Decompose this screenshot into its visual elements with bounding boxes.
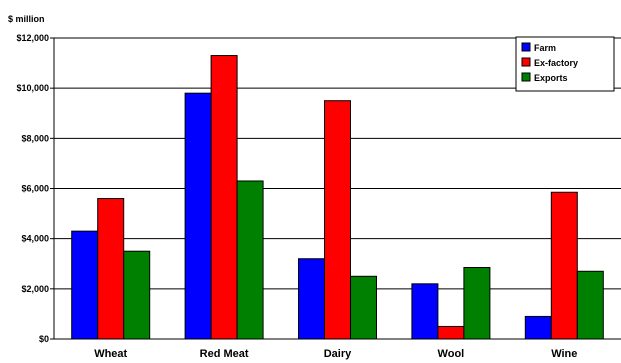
legend: Farm Ex-factory Exports: [515, 36, 615, 92]
category-label: Dairy: [324, 348, 352, 360]
bar-ex-factory-dairy: [324, 100, 351, 340]
category-label: Red Meat: [200, 348, 249, 360]
y-tick-label: $2,000: [21, 284, 49, 294]
legend-swatch: [521, 72, 531, 82]
y-tick-label: $8,000: [21, 133, 49, 143]
bar-farm-wine: [524, 315, 552, 340]
category-labels: Wheat Red Meat Dairy Wool Wine: [94, 348, 577, 360]
y-tick-label: $10,000: [16, 83, 49, 93]
bar-farm-wheat: [71, 230, 99, 340]
bar-ex-factory-wine: [550, 191, 578, 340]
category-label: Wine: [551, 348, 577, 360]
bar-ex-factory-red-meat: [210, 55, 238, 340]
legend-label: Ex-factory: [534, 58, 578, 68]
bar-farm-red-meat: [184, 92, 212, 340]
y-tick-label: $12,000: [16, 33, 49, 43]
bar-exports-wine: [576, 270, 604, 340]
legend-label: Farm: [534, 43, 556, 53]
axes: [50, 37, 621, 340]
bar-farm-wool: [411, 283, 439, 340]
bar-exports-red-meat: [236, 180, 264, 340]
bar-farm-dairy: [298, 258, 325, 340]
legend-label: Exports: [534, 73, 568, 83]
y-tick-label: $0: [39, 334, 49, 344]
bar-exports-wool: [463, 267, 491, 340]
bars: [71, 55, 604, 340]
y-tick-label: $6,000: [21, 184, 49, 194]
category-label: Wheat: [94, 348, 127, 360]
y-tick-label: $4,000: [21, 234, 49, 244]
legend-box: [515, 36, 615, 92]
y-tick-labels: $0 $2,000 $4,000 $6,000 $8,000 $10,000 $12,000: [16, 33, 49, 344]
bar-ex-factory-wool: [437, 325, 465, 340]
bar-ex-factory-wheat: [97, 198, 125, 340]
category-label: Wool: [438, 348, 465, 360]
bar-exports-wheat: [123, 250, 151, 340]
legend-swatch: [521, 42, 531, 52]
y-axis-title: $ million: [8, 14, 45, 24]
bar-exports-dairy: [350, 275, 377, 340]
legend-swatch: [521, 57, 531, 67]
